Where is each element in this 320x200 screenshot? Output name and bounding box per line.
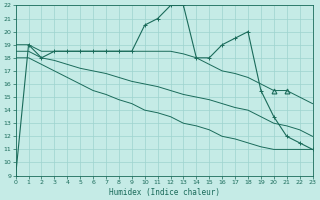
X-axis label: Humidex (Indice chaleur): Humidex (Indice chaleur) xyxy=(108,188,220,197)
